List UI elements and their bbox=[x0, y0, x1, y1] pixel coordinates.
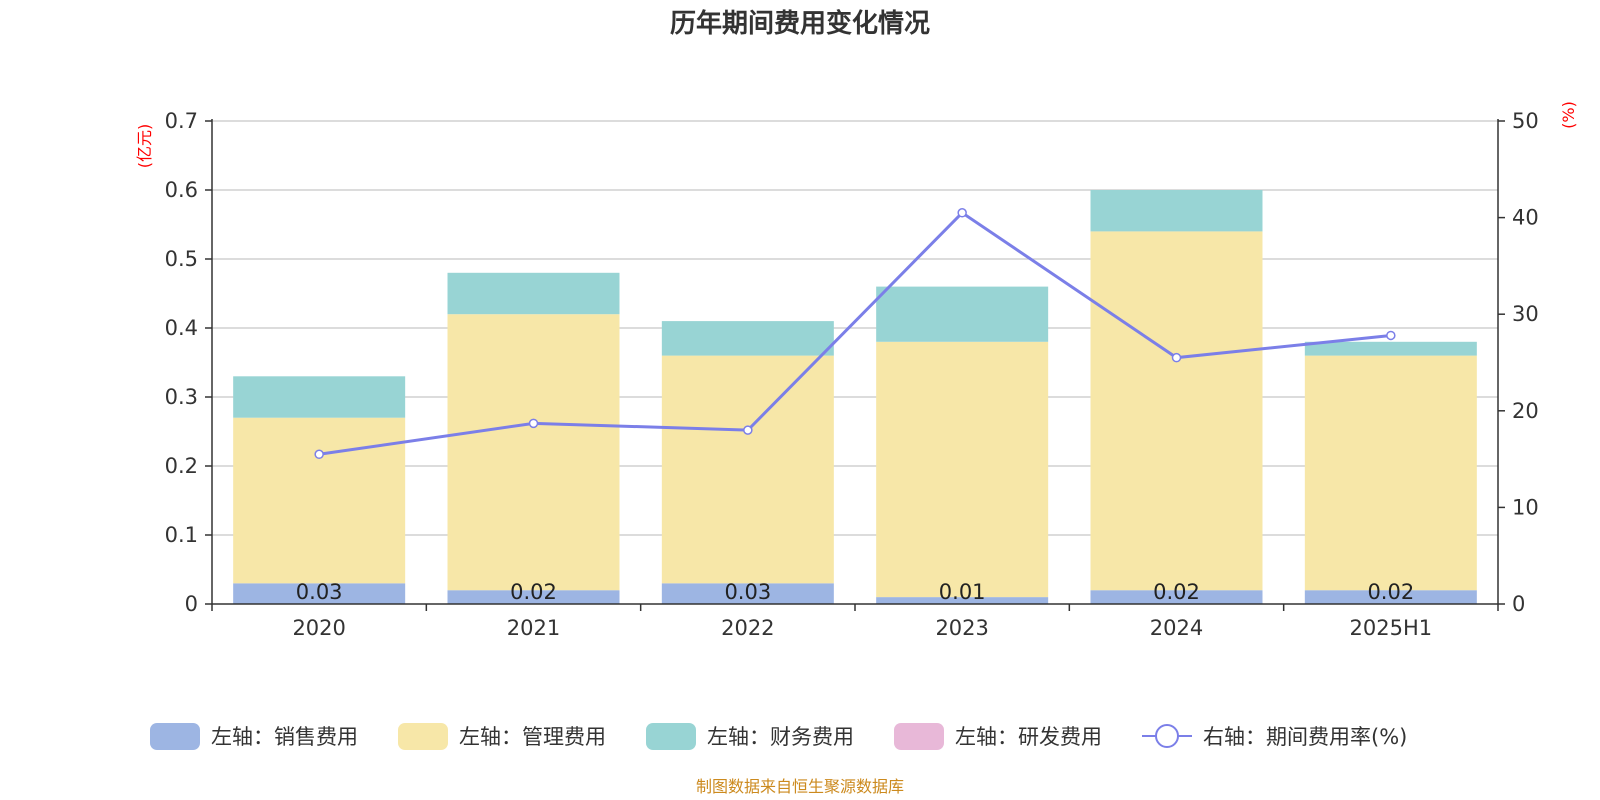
bar-segment bbox=[661, 321, 834, 356]
left-tick-label: 0.6 bbox=[165, 178, 198, 202]
right-tick-label: 30 bbox=[1512, 302, 1539, 326]
legend-label: 左轴：财务费用 bbox=[707, 725, 854, 749]
bar-value-label: 0.02 bbox=[510, 580, 557, 604]
rate-line bbox=[314, 208, 1396, 460]
x-tick-label: 2025H1 bbox=[1350, 616, 1433, 640]
bar-segment bbox=[1090, 231, 1263, 591]
rate-point bbox=[1171, 352, 1182, 363]
bar-segment bbox=[233, 376, 406, 418]
left-tick-label: 0.3 bbox=[165, 385, 198, 409]
left-tick-label: 0.7 bbox=[165, 109, 198, 133]
bar-segment bbox=[1304, 341, 1477, 356]
bar-segment bbox=[447, 314, 620, 591]
legend-marker-icon bbox=[1155, 724, 1179, 748]
bar-segment bbox=[661, 355, 834, 584]
legend-label: 左轴：管理费用 bbox=[459, 725, 606, 749]
legend-swatch bbox=[894, 723, 944, 750]
x-tick-label: 2023 bbox=[935, 616, 988, 640]
rate-point bbox=[314, 449, 324, 460]
bar-segment bbox=[447, 272, 620, 315]
right-tick-label: 20 bbox=[1512, 399, 1539, 423]
gridlines bbox=[212, 120, 1498, 536]
bar-segment bbox=[1304, 355, 1477, 591]
left-tick-label: 0.2 bbox=[165, 454, 198, 478]
axes: 0 0.1 0.2 0.3 0.4 0.5 0.6 0.7 0 10 20 30 40 50 2020 202… bbox=[165, 109, 1539, 640]
legend-swatch bbox=[646, 723, 696, 750]
bar-segment bbox=[233, 417, 406, 584]
x-tick-label: 2022 bbox=[721, 616, 774, 640]
right-tick-label: 50 bbox=[1512, 109, 1539, 133]
left-axis-unit: (亿元) bbox=[135, 124, 154, 169]
left-tick-label: 0.5 bbox=[165, 247, 198, 271]
bar-value-label: 0.02 bbox=[1367, 580, 1414, 604]
left-tick-label: 0.4 bbox=[165, 316, 198, 340]
bar-segment bbox=[876, 286, 1049, 342]
chart-title: 历年期间费用变化情况 bbox=[670, 8, 930, 39]
bar-segment bbox=[876, 597, 1049, 604]
bar-segment bbox=[233, 583, 406, 604]
bar-value-label: 0.03 bbox=[296, 580, 343, 604]
bar-value-label: 0.02 bbox=[1153, 580, 1200, 604]
legend-label: 右轴：期间费用率(%) bbox=[1203, 725, 1407, 749]
legend-swatch bbox=[398, 723, 448, 750]
rate-point bbox=[957, 208, 967, 218]
right-tick-label: 0 bbox=[1512, 592, 1525, 616]
bar-segment bbox=[1090, 190, 1263, 232]
legend-label: 左轴：研发费用 bbox=[955, 725, 1102, 749]
bar-segment bbox=[447, 590, 620, 604]
right-axis-unit: (%) bbox=[1559, 101, 1578, 129]
left-tick-label: 0.1 bbox=[165, 523, 198, 547]
bars: 0.03 0.02 0.03 0.01 0.02 0.02 bbox=[233, 190, 1477, 604]
rate-point bbox=[1386, 330, 1396, 341]
bar-segment bbox=[1304, 590, 1477, 604]
legend-label: 左轴：销售费用 bbox=[211, 725, 358, 749]
x-tick-label: 2021 bbox=[507, 616, 560, 640]
bar-segment bbox=[1090, 590, 1263, 604]
right-tick-label: 10 bbox=[1512, 495, 1539, 519]
rate-point bbox=[528, 418, 539, 429]
data-source: 制图数据来自恒生聚源数据库 bbox=[696, 777, 904, 796]
rate-point bbox=[743, 425, 753, 435]
bar-value-label: 0.03 bbox=[724, 580, 771, 604]
bar-segment bbox=[876, 341, 1049, 598]
left-tick-label: 0 bbox=[185, 592, 198, 616]
x-tick-label: 2024 bbox=[1150, 616, 1203, 640]
right-tick-label: 40 bbox=[1512, 206, 1539, 230]
rate-line-path bbox=[318, 210, 1391, 456]
legend-swatch bbox=[150, 723, 200, 750]
legend: 左轴：销售费用 左轴：管理费用 左轴：财务费用 左轴：研发费用 右轴：期间费用率(%) bbox=[150, 723, 1407, 750]
x-tick-label: 2020 bbox=[292, 616, 345, 640]
bar-value-label: 0.01 bbox=[939, 580, 986, 604]
bar-segment bbox=[661, 583, 834, 604]
